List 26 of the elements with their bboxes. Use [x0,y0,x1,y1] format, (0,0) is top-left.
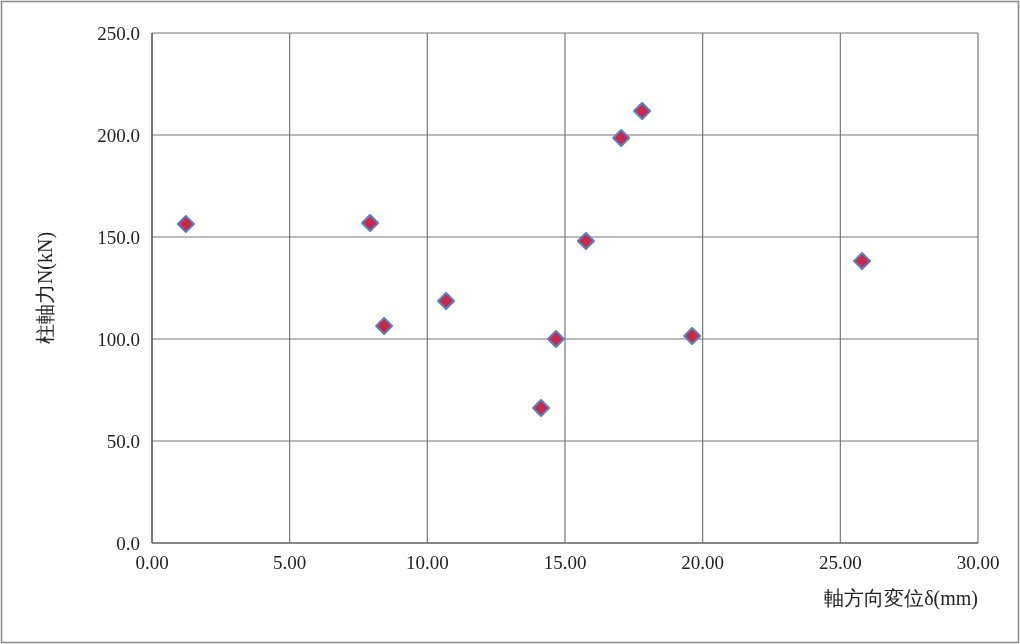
x-tick-label: 30.00 [956,552,1000,573]
point [683,326,702,345]
point [853,252,872,271]
y-tick-label: 0.0 [116,533,140,554]
point [176,214,195,233]
x-tick-label: 20.00 [681,552,725,573]
point [546,330,565,348]
point [532,398,551,417]
point [361,213,380,232]
y-tick-label: 250.0 [97,23,140,44]
x-tick-label: 15.00 [543,552,587,573]
y-tick-label: 100.0 [97,329,140,350]
y-tick-label: 50.0 [106,431,140,452]
x-tick-label: 25.00 [818,552,862,573]
point [576,232,595,251]
x-tick-label: 5.00 [273,552,307,573]
x-tick-label: 0.00 [135,552,169,573]
y-tick-label: 200.0 [97,125,140,146]
point [375,316,394,335]
y-axis-title: 柱軸力N(kN) [34,231,57,345]
point [633,101,652,120]
x-tick-label: 10.00 [405,552,449,573]
y-tick-label: 150.0 [97,227,140,248]
x-axis-title: 軸方向変位δ(mm) [824,587,978,610]
point [612,129,631,148]
point [437,292,456,311]
